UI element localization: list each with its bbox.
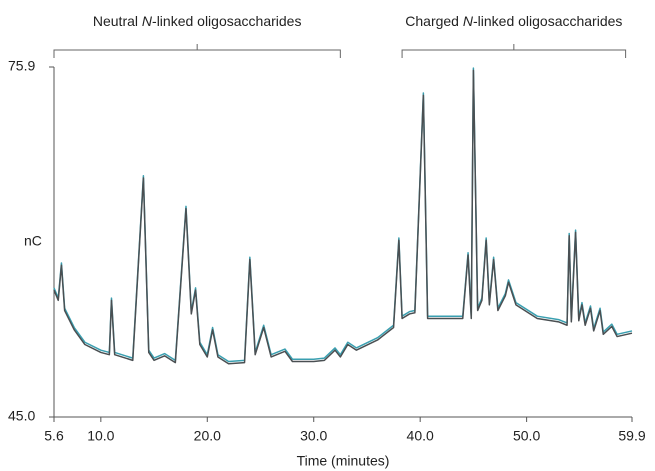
x-tick-label: 40.0 bbox=[407, 428, 434, 444]
annotation-part: N bbox=[142, 13, 153, 29]
annotation: Charged N-linked oligosaccharides bbox=[405, 13, 622, 29]
x-tick-label: 50.0 bbox=[513, 428, 540, 444]
x-tick-label: 5.6 bbox=[44, 428, 64, 444]
annotation-part: -linked oligosaccharides bbox=[473, 13, 622, 29]
annotation-part: Neutral bbox=[93, 13, 142, 29]
annotation-part: Charged bbox=[405, 13, 463, 29]
x-tick-label: 59.9 bbox=[618, 428, 645, 444]
bracket bbox=[53, 44, 341, 58]
x-tick-label: 20.0 bbox=[194, 428, 221, 444]
annotation-part: N bbox=[463, 13, 474, 29]
trace bbox=[53, 69, 633, 365]
x-tick-label: 10.0 bbox=[87, 428, 114, 444]
y-tick-label: 45.0 bbox=[8, 408, 35, 424]
x-tick-label: 30.0 bbox=[300, 428, 327, 444]
x-axis-label: Time (minutes) bbox=[297, 453, 390, 469]
bracket bbox=[401, 44, 627, 58]
y-axis-label: nC bbox=[24, 233, 42, 249]
annotation-part: -linked oligosaccharides bbox=[152, 13, 301, 29]
annotation: Neutral N-linked oligosaccharides bbox=[93, 13, 302, 29]
y-tick-label: 75.9 bbox=[8, 58, 35, 74]
